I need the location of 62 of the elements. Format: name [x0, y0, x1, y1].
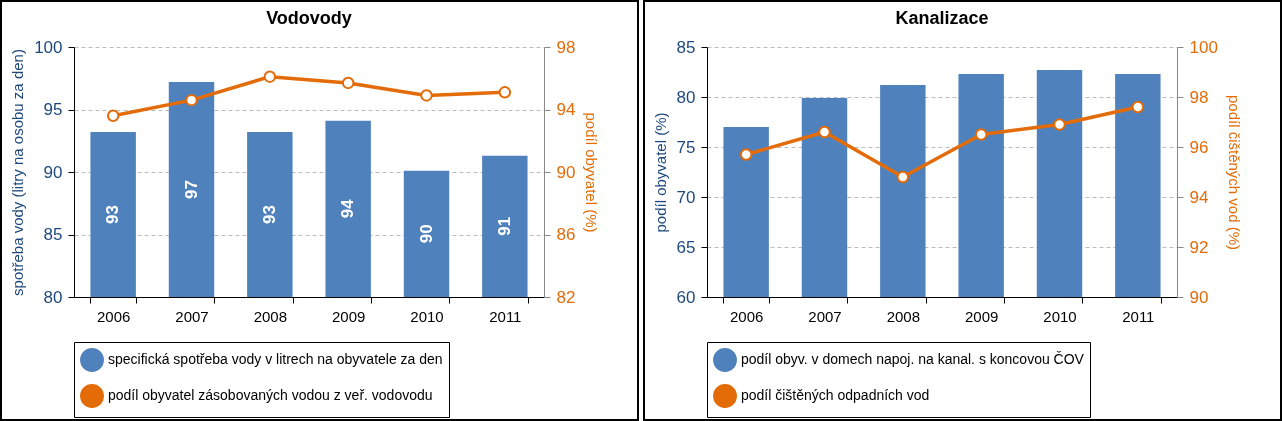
y-tick-label: 95 — [43, 100, 63, 119]
y-axis-title: podíl obyvatel (%) — [651, 112, 669, 233]
x-tick-label: 2009 — [331, 307, 366, 325]
y2-tick-label: 98 — [556, 37, 576, 57]
point — [1131, 100, 1145, 114]
y2-axis-title: podíl čištěných vod (%) — [1225, 94, 1243, 251]
x-tick-label: 2006 — [729, 307, 764, 325]
data-label: 90 — [416, 224, 436, 244]
point — [1053, 118, 1066, 131]
y2-tick-label: 100 — [1189, 37, 1218, 57]
y-tick-label: 85 — [676, 37, 696, 57]
legend-label: podíl obyvatel zásobovaných vodou z veř. vodovodu — [108, 387, 433, 403]
y-tick-label: 80 — [43, 287, 63, 307]
y2-tick-label: 86 — [556, 225, 576, 244]
y-tick-label: 70 — [676, 187, 696, 207]
data-label: 91 — [494, 216, 514, 236]
y-tick-label: 60 — [676, 287, 696, 307]
y2-tick-label: 96 — [1189, 137, 1209, 157]
y2-tick-label: 90 — [1189, 287, 1209, 307]
y2-tick-label: 82 — [556, 287, 576, 307]
data-label: 94 — [338, 198, 358, 219]
x-tick-label: 2010 — [410, 307, 444, 325]
y-axis-title: spotřeba vody (litry na osobu za den) — [9, 49, 27, 296]
data-label: 93 — [259, 205, 279, 224]
y2-tick-label: 90 — [556, 162, 576, 182]
x-tick-label: 2010 — [1043, 307, 1077, 325]
x-tick-label: 2011 — [489, 307, 522, 325]
x-tick-label: 2007 — [175, 307, 209, 325]
chart-title: Kanalizace — [895, 8, 989, 28]
x-tick-label: 2009 — [964, 307, 999, 325]
point — [974, 128, 988, 141]
data-label: 97 — [181, 180, 201, 199]
point — [185, 93, 198, 107]
y2-axis-title: podíl obyvatel (%) — [583, 112, 601, 233]
y-tick-label: 80 — [676, 87, 696, 107]
y-tick-label: 65 — [676, 237, 696, 257]
legend-label: specifická spotřeba vody v litrech na obyvatele za den — [108, 351, 443, 367]
point — [420, 89, 433, 102]
legend-label: podíl obyv. v domech napoj. na kanal. s koncovou ČOV — [741, 351, 1085, 367]
chart-title: Vodovody — [266, 8, 352, 28]
data-label: 93 — [103, 205, 123, 224]
y-tick-label: 100 — [34, 37, 63, 57]
x-tick-label: 2008 — [886, 307, 921, 325]
y2-tick-label: 94 — [1189, 187, 1209, 207]
y-tick-label: 90 — [43, 162, 63, 182]
point — [818, 125, 831, 139]
y-tick-label: 75 — [676, 137, 696, 157]
x-tick-label: 2011 — [1122, 307, 1155, 325]
y2-tick-label: 98 — [1189, 87, 1209, 107]
y2-tick-label: 92 — [1189, 237, 1209, 257]
x-tick-label: 2006 — [96, 307, 131, 325]
y-tick-label: 85 — [43, 225, 63, 244]
legend-label: podíl čištěných odpadních vod — [741, 387, 930, 403]
x-tick-label: 2008 — [253, 307, 288, 325]
point — [498, 86, 512, 99]
point — [896, 170, 910, 184]
point — [263, 70, 277, 83]
y2-tick-label: 94 — [556, 100, 576, 119]
point — [739, 148, 753, 161]
point — [341, 76, 355, 90]
x-tick-label: 2007 — [808, 307, 842, 325]
point — [106, 109, 120, 122]
